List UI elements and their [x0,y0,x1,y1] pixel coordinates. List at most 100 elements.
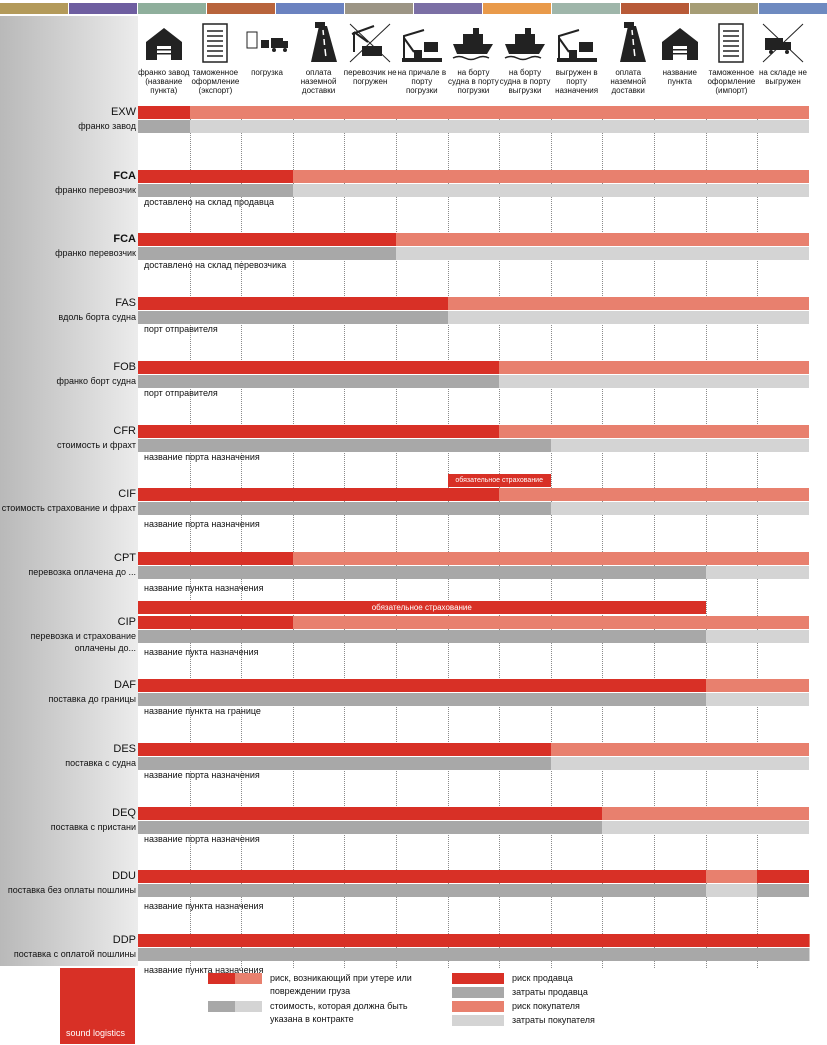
truck-loading-icon [241,22,293,64]
incoterm-note: название порта назначения [144,519,260,530]
risk-bar-seller [138,806,603,820]
risk-bar-buyer [602,806,809,820]
cost-bar-buyer [705,884,758,898]
column-label: на борту судна в порту выгрузки [499,68,551,95]
risk-bar-buyer [292,615,809,629]
incoterm-code: DDP [112,934,136,947]
incoterm-code: DES [113,743,136,755]
strip-segment [552,3,620,14]
risk-bar-buyer [396,233,809,247]
incoterm-note: название порта назначения [144,770,260,780]
legend-swatch-seller-cost [452,987,504,998]
strip-segment [345,3,413,14]
insurance-bar: обязательное страхование [138,600,706,614]
risk-bar-seller [757,870,809,884]
legend-swatch-seller-risk [452,973,504,984]
column-divider [757,108,758,968]
risk-bar-seller [138,169,293,183]
column-divider [344,108,345,968]
legend-swatch-buyer-cost [452,1015,504,1026]
incoterm-code: CIF [118,488,136,501]
legend-seller-risk: риск продавца [512,973,573,983]
warehouse-icon [138,22,190,64]
column-divider [706,108,707,968]
incoterm-code: CFR [113,424,136,437]
strip-segment [621,3,689,14]
document-icon [189,22,241,64]
risk-bar-seller [138,870,706,884]
legend-swatch-buyer-cost-small [235,1001,262,1012]
legend-swatch-seller-risk-small [208,973,235,984]
incoterm-description: франко перевозчик [55,184,136,195]
cost-bar-seller [138,183,293,197]
cost-bar-buyer [447,311,809,325]
brand-logo: sound logistics [60,968,135,1044]
incoterm-code: CIP [117,615,136,628]
incoterm-description: поставка без оплаты пошлины [7,885,136,896]
incoterm-description: франко перевозчик [55,248,136,259]
risk-bar-buyer [499,424,809,438]
column-divider [499,108,500,968]
legend-cost-text: стоимость, которая должна быть указана в… [270,1001,408,1024]
risk-bar-seller [138,233,396,247]
incoterm-description: поставка с оплатой пошлины [13,949,136,960]
risk-bar-seller [138,679,706,693]
incoterm-note: название порта назначения [144,833,260,844]
truck-crossed-icon [757,22,809,64]
cost-bar-buyer [499,374,809,388]
risk-bar-buyer [550,743,809,756]
incoterm-description: стоимость страхование и фрахт [1,503,136,514]
column-divider [293,108,294,968]
crane-dock-icon [551,22,603,64]
legend-swatch-buyer-risk [452,1001,504,1012]
incoterm-code: DEQ [112,806,136,819]
incoterm-description: поставка с пристани [50,821,136,832]
strip-segment [483,3,551,14]
column-divider [551,108,552,968]
risk-bar-buyer [447,297,809,311]
risk-bar-seller [138,615,293,629]
ship-icon [447,22,499,64]
cost-bar-seller [138,884,706,898]
strip-segment [759,3,827,14]
cost-bar-buyer [705,693,809,707]
incoterm-note: доставлено на склад перевозчика [144,260,287,271]
risk-bar-seller [138,551,293,565]
column-label: на складе не выгружен [758,68,807,86]
column-divider [602,108,603,968]
column-divider [396,108,397,968]
ship-icon [499,22,551,64]
column-label: оплата наземной доставки [610,68,646,95]
cost-bar-buyer [550,438,809,452]
document-icon [705,22,757,64]
incoterm-note: название пункта на границе [144,706,261,717]
cost-bar-buyer [550,502,809,516]
legend-buyer-cost: затраты покупателя [512,1015,595,1025]
column-label: название пункта [662,68,697,86]
legend-swatch-buyer-risk-small [235,973,262,984]
incoterm-description: перевозка и страхование оплачены до... [30,630,137,653]
cost-bar-buyer [550,757,809,770]
incoterm-code: FCA [113,233,136,246]
cost-bar-buyer [602,820,809,834]
column-divider [654,108,655,968]
column-label: франко завод (название пункта) [138,68,190,95]
incoterm-description: поставка с судна [65,758,136,768]
incoterm-code: FOB [113,360,136,373]
cost-bar-seller [138,629,706,643]
cost-bar-seller [138,374,500,388]
incoterm-description: вдоль борта судна [58,312,136,323]
cost-bar-seller [138,120,190,133]
strip-segment [690,3,758,14]
column-label: погрузка [251,68,283,77]
cost-bar-seller [138,565,706,579]
strip-segment [0,3,68,14]
cost-bar-seller [138,438,551,452]
legend-buyer-risk: риск покупателя [512,1001,580,1011]
crane-dock-icon [396,22,448,64]
cost-bar-seller [138,693,706,707]
column-label: перевозчик не погружен [343,68,397,86]
legend-swatch-seller-cost-small [208,1001,235,1012]
incoterm-code: EXW [110,106,136,118]
column-label: на борту судна в порту погрузки [448,68,499,95]
